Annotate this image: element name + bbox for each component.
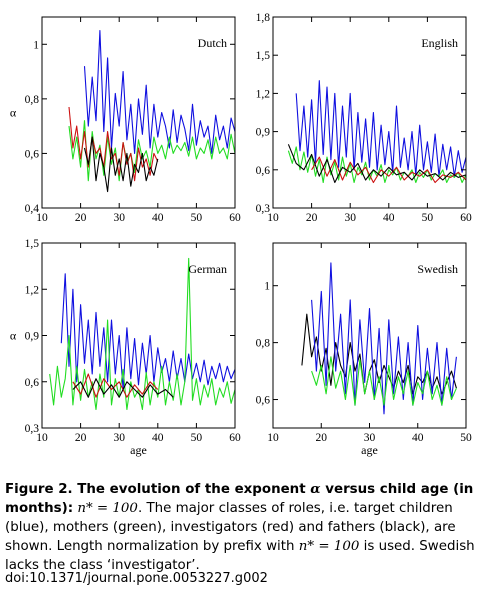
y-tick-label: 1,5 (25, 238, 40, 250)
y-tick-label: 1,2 (256, 88, 271, 100)
x-tick-label: 40 (152, 212, 164, 224)
series-line-black (72, 378, 174, 398)
x-tick-label: 60 (229, 212, 241, 224)
figure-svg: 10 20 30 40 50 60 0,4 0,6 0,8 1 Dutch α 10 20 30 40 50 60… (10, 12, 472, 457)
x-tick-label: 10 (36, 432, 48, 444)
y-tick-label: 0,8 (256, 338, 271, 350)
panel-dutch: 10 20 30 40 50 60 0,4 0,6 0,8 1 Dutch α (10, 16, 241, 224)
series-line-blue (83, 30, 236, 154)
x-tick-label: 30 (113, 212, 125, 224)
y-tick-label: 0,4 (25, 203, 40, 215)
x-tick-label: 10 (267, 432, 279, 444)
series-line-red (68, 106, 159, 182)
panel-german: 10 20 30 40 50 60 0,3 0,6 0,9 1,2 1,5 German α age (10, 238, 241, 457)
x-tick-label: 30 (344, 212, 356, 224)
caption-equation: n* = 100 (77, 501, 138, 516)
y-tick-label: 1 (264, 281, 270, 293)
panel-title: English (421, 36, 458, 50)
y-tick-label: 0,8 (25, 94, 40, 106)
y-tick-label: 1,2 (25, 284, 40, 296)
y-tick-label: 0,3 (25, 423, 40, 435)
caption-body-2: is used. Swedish lacks the class ‘invest… (5, 539, 475, 573)
x-tick-label: 40 (412, 432, 424, 444)
x-tick-label: 40 (383, 212, 395, 224)
y-tick-label: 1,5 (256, 50, 271, 62)
x-tick-label: 50 (191, 212, 203, 224)
series-line-blue (60, 273, 236, 391)
panel-swedish: 10 20 30 40 50 0,6 0,8 1 Swedish age (256, 242, 472, 457)
caption-doi: doi:10.1371/journal.pone.0053227.g002 (5, 571, 268, 586)
x-tick-label: 50 (460, 432, 472, 444)
y-axis-label: α (10, 106, 17, 120)
x-axis-label: age (361, 443, 378, 457)
x-axis-label: age (130, 443, 147, 457)
caption-title: Figure 2. The evolution of the exponent … (5, 481, 474, 516)
y-tick-label: 1,8 (256, 12, 271, 24)
panel-title: German (188, 262, 227, 276)
y-tick-label: 0,9 (25, 331, 40, 343)
x-tick-label: 20 (75, 212, 87, 224)
x-tick-label: 10 (36, 212, 48, 224)
caption-equation-2: n* = 100 (298, 539, 360, 554)
x-tick-label: 20 (316, 432, 328, 444)
panel-english: 10 20 30 40 50 60 0,3 0,6 0,9 1,2 1,5 1,8 English (256, 12, 472, 224)
y-axis-label: α (10, 329, 17, 343)
x-tick-label: 40 (152, 432, 164, 444)
figure: 10 20 30 40 50 60 0,4 0,6 0,8 1 Dutch α 10 20 30 40 50 60… (10, 12, 472, 457)
plot-frame (272, 16, 467, 209)
y-tick-label: 0,3 (256, 203, 271, 215)
series-line-black (83, 136, 159, 193)
series-line-blue (295, 80, 467, 177)
x-tick-label: 30 (113, 432, 125, 444)
x-tick-label: 50 (422, 212, 434, 224)
series-line-blue (311, 262, 457, 415)
panel-title: Swedish (417, 262, 458, 276)
x-tick-label: 10 (267, 212, 279, 224)
y-tick-label: 0,9 (256, 127, 271, 139)
x-tick-label: 30 (364, 432, 376, 444)
y-tick-label: 0,6 (25, 377, 40, 389)
series-line-green (311, 356, 457, 406)
caption-body: . The major classes of roles, i.e. targe… (5, 501, 456, 554)
figure-caption: Figure 2. The evolution of the exponent … (5, 480, 497, 575)
y-tick-label: 0,6 (256, 395, 271, 407)
panel-title: Dutch (198, 36, 227, 50)
x-tick-label: 20 (306, 212, 318, 224)
x-tick-label: 20 (75, 432, 87, 444)
x-tick-label: 50 (191, 432, 203, 444)
series-line-green (49, 257, 236, 411)
series-line-green (68, 120, 236, 182)
y-tick-label: 0,6 (256, 165, 271, 177)
x-tick-label: 60 (460, 212, 472, 224)
series-line-red (72, 373, 159, 398)
y-tick-label: 0,6 (25, 148, 40, 160)
x-tick-label: 60 (229, 432, 241, 444)
y-tick-label: 1 (33, 39, 39, 51)
plot-frame (41, 16, 236, 209)
series-line-black (287, 144, 467, 184)
